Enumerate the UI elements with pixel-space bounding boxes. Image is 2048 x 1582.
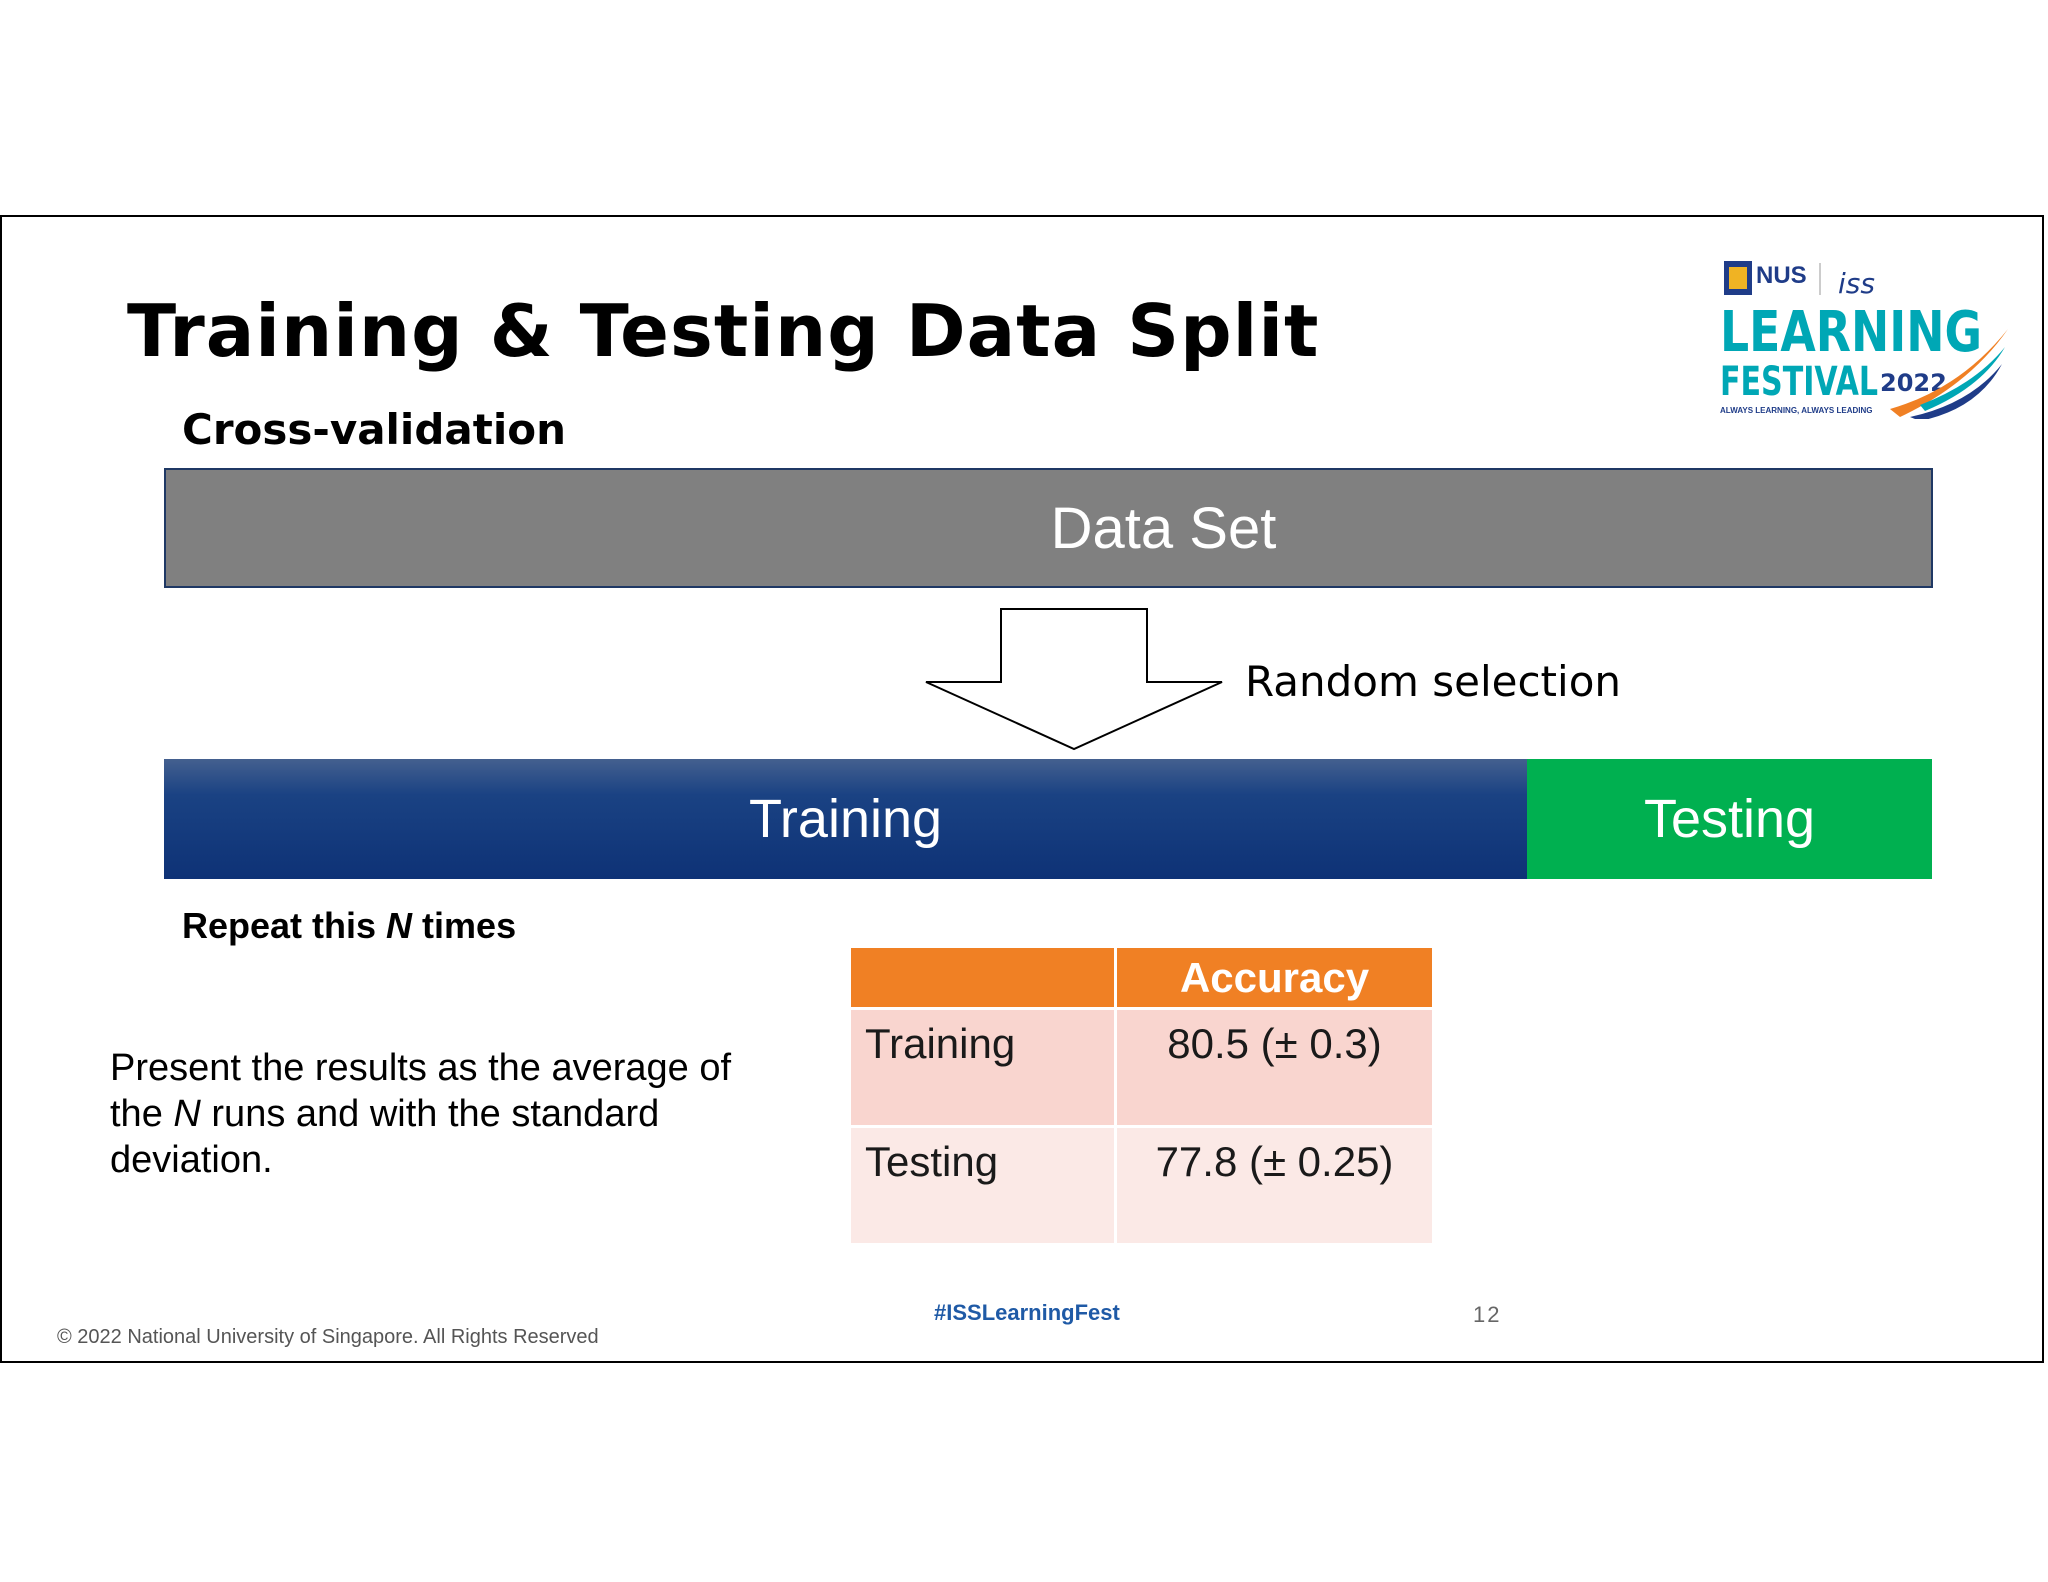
testing-bar-label: Testing — [1643, 789, 1816, 849]
testing-bar: Testing — [1527, 759, 1932, 879]
repeat-suffix: times — [412, 905, 517, 946]
table-header-accuracy: Accuracy — [1114, 945, 1435, 1010]
dataset-label: Data Set — [1050, 495, 1277, 561]
logo-iss-text: iss — [1838, 267, 1875, 300]
present-part-2: runs and with the standard deviation. — [110, 1093, 660, 1181]
page-number: 12 — [1473, 1302, 1502, 1327]
dataset-box: Data Set — [164, 468, 1933, 588]
training-bar: Training — [164, 759, 1527, 879]
slide-title: Training & Testing Data Split — [127, 289, 1320, 373]
copyright-text: © 2022 National University of Singapore.… — [57, 1326, 599, 1348]
learning-festival-logo: NUS iss LEARNING FESTIVAL 2022 ALWAYS LE… — [1720, 259, 2010, 421]
table-row-value: 80.5 (± 0.3) — [1114, 1007, 1435, 1128]
table-header-row: Accuracy — [848, 945, 1435, 1010]
present-part-1: Present the results as the average of th… — [110, 1047, 732, 1135]
training-bar-label: Training — [748, 789, 943, 849]
logo-swoosh-blue — [1910, 364, 2002, 421]
table-row-value: 77.8 (± 0.25) — [1114, 1125, 1435, 1246]
repeat-prefix: Repeat this — [182, 905, 387, 946]
table-row: Training 80.5 (± 0.3) — [848, 1007, 1435, 1128]
hashtag-text: #ISSLearningFest — [934, 1300, 1120, 1325]
table-row-label: Training — [848, 1007, 1117, 1128]
logo-festival-text: FESTIVAL — [1720, 359, 1878, 405]
present-results-text: Present the results as the average of th… — [110, 1045, 770, 1183]
slide-subtitle: Cross-validation — [182, 405, 566, 454]
repeat-n: N — [386, 905, 413, 946]
table-row: Testing 77.8 (± 0.25) — [848, 1125, 1435, 1246]
down-arrow-icon — [925, 608, 1223, 751]
logo-tagline: ALWAYS LEARNING, ALWAYS LEADING — [1720, 406, 1872, 415]
logo-nus-text: NUS — [1756, 262, 1807, 289]
accuracy-table: Accuracy Training 80.5 (± 0.3) Testing 7… — [848, 945, 1435, 1246]
table-header-empty — [848, 945, 1117, 1010]
table-row-label: Testing — [848, 1125, 1117, 1246]
random-selection-label: Random selection — [1245, 657, 1622, 706]
logo-learning-text: LEARNING — [1720, 300, 1982, 365]
logo-swoosh-teal — [1920, 347, 2005, 411]
logo-swoosh-orange — [1890, 329, 2008, 417]
slide: Training & Testing Data Split Cross-vali… — [0, 215, 2044, 1363]
repeat-note: Repeat this N times — [182, 905, 516, 947]
present-n: N — [173, 1093, 201, 1135]
